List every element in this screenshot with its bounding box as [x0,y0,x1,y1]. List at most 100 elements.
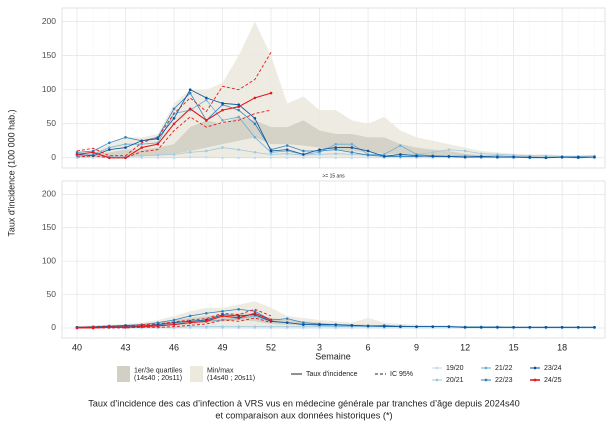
point [302,325,305,328]
legend-key [484,378,488,382]
point [334,146,338,149]
point [124,156,127,160]
point [366,324,370,328]
point [205,311,208,315]
band [77,313,595,328]
ci-line [76,52,272,157]
point [156,321,160,324]
point [172,318,176,322]
point [544,156,548,160]
point [399,153,402,156]
point [221,309,224,313]
point [253,156,257,160]
point [237,307,240,311]
point [350,324,354,327]
legend-label: Taux d'incidence [306,371,358,378]
point [205,319,208,323]
point [188,88,192,92]
y-tick-label: 50 [47,289,57,299]
panel-title: >= 15 ans [322,173,345,179]
point [285,325,289,328]
caption: et comparaison aux données historiques (… [215,410,392,420]
point [528,326,532,329]
point [479,155,483,158]
legend-swatch [190,366,203,382]
point [269,149,273,153]
legend-label: 24/25 [544,377,562,384]
point [350,142,354,146]
y-tick-label: 100 [42,84,56,94]
point [188,107,192,111]
legend-key [533,378,537,382]
x-tick-label: 15 [509,342,519,352]
point [269,325,273,328]
y-tick-label: 150 [42,50,56,60]
point [366,156,370,160]
point [108,148,111,151]
point [334,152,338,156]
point [188,314,192,318]
point [463,155,467,159]
point [172,323,176,326]
point [431,325,435,328]
point [334,156,338,160]
point [108,326,111,329]
point [140,325,143,328]
point [447,325,451,328]
x-tick-label: 18 [557,342,567,352]
point [269,153,273,156]
point [172,116,176,120]
point [576,326,580,329]
point [318,156,321,160]
point [269,156,273,160]
x-tick-label: 9 [414,342,419,352]
point [431,151,435,154]
point [285,152,289,156]
legend-label: 20/21 [446,377,464,384]
point [188,91,192,95]
point [479,326,483,329]
point [463,326,467,329]
point [350,156,354,160]
point [318,323,321,326]
x-tick-label: 3 [317,342,322,352]
point [140,146,143,149]
point [382,324,386,328]
point [479,152,483,156]
point [205,325,208,328]
point [124,146,127,149]
point [285,317,289,320]
point [124,326,127,329]
legend-label: 23/24 [544,365,562,372]
point [188,155,192,159]
legend-key [435,366,439,370]
point [560,155,564,159]
y-tick-label: 0 [51,152,56,162]
point [205,98,208,102]
point [253,325,257,328]
point [253,309,257,313]
point [382,153,386,156]
y-tick-label: 0 [51,322,56,332]
legend-label: 1er/3e quartiles (14s40 ; 20s11) [134,367,183,382]
ci-line [76,308,272,328]
point [350,146,354,149]
point [285,148,289,151]
point [350,153,354,156]
point [172,156,176,160]
point [156,156,160,160]
point [205,119,208,122]
point [302,149,305,153]
point [108,141,111,145]
point [576,155,580,159]
y-tick-label: 150 [42,222,56,232]
point [302,153,305,156]
point [431,155,435,158]
point [496,326,499,329]
point [253,311,257,315]
point [447,155,451,158]
point [366,149,370,153]
point [237,325,240,328]
point [318,148,321,151]
